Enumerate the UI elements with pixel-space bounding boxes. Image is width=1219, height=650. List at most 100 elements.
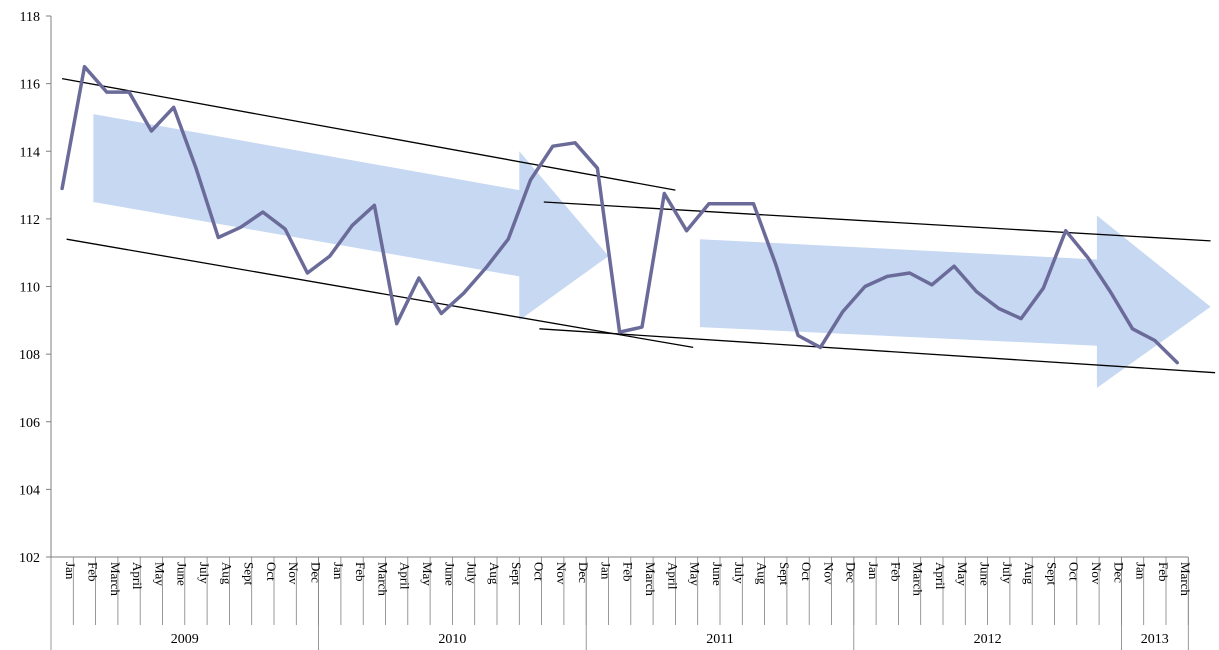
data-point <box>1176 361 1178 363</box>
x-month-label: Oct <box>799 562 814 581</box>
x-month-label: May <box>955 562 970 586</box>
x-month-label: Nov <box>286 562 301 585</box>
x-month-label: Feb <box>86 562 101 582</box>
y-tick-label: 102 <box>19 551 40 566</box>
x-month-label: July <box>1000 562 1015 584</box>
data-point <box>886 275 888 277</box>
data-point <box>641 326 643 328</box>
data-point <box>864 285 866 287</box>
data-point <box>217 236 219 238</box>
data-point <box>195 167 197 169</box>
x-month-label: March <box>643 562 658 596</box>
data-point <box>373 204 375 206</box>
data-point <box>552 145 554 147</box>
x-month-label: Aug <box>219 562 234 585</box>
x-month-label: Oct <box>1067 562 1082 581</box>
x-month-label: May <box>420 562 435 586</box>
y-tick-label: 106 <box>19 416 40 431</box>
y-tick-label: 118 <box>20 10 40 25</box>
data-point <box>1087 257 1089 259</box>
x-month-label: March <box>1178 562 1193 596</box>
x-month-label: April <box>933 562 948 590</box>
data-point <box>485 267 487 269</box>
data-point <box>396 323 398 325</box>
data-point <box>1020 317 1022 319</box>
trend-arrows <box>93 114 1210 388</box>
y-tick-label: 114 <box>20 145 40 160</box>
y-tick-label: 112 <box>20 213 40 228</box>
data-point <box>128 91 130 93</box>
data-point <box>730 203 732 205</box>
data-point <box>797 334 799 336</box>
data-point <box>908 272 910 274</box>
x-year-label: 2013 <box>1141 632 1169 647</box>
x-month-label: April <box>130 562 145 590</box>
data-point <box>975 290 977 292</box>
data-point <box>440 312 442 314</box>
data-point <box>663 192 665 194</box>
data-point <box>998 307 1000 309</box>
x-month-label: Oct <box>532 562 547 581</box>
y-tick-label: 108 <box>19 348 40 363</box>
x-month-label: Nov <box>554 562 569 585</box>
x-month-label: April <box>398 562 413 590</box>
data-point <box>685 230 687 232</box>
data-point <box>1042 287 1044 289</box>
data-point <box>306 272 308 274</box>
data-point <box>462 292 464 294</box>
y-tick-label: 110 <box>20 281 40 296</box>
x-month-label: Jan <box>598 562 613 580</box>
x-month-label: March <box>911 562 926 596</box>
x-month-label: Jan <box>331 562 346 580</box>
data-point <box>1109 290 1111 292</box>
data-point <box>752 203 754 205</box>
x-month-label: May <box>152 562 167 586</box>
data-point <box>418 277 420 279</box>
x-month-label: Jan <box>1134 562 1149 580</box>
data-point <box>1065 230 1067 232</box>
data-point <box>841 311 843 313</box>
y-tick-label: 116 <box>20 78 40 93</box>
data-point <box>708 203 710 205</box>
y-tick-label: 104 <box>19 483 40 498</box>
data-point <box>775 263 777 265</box>
x-month-label: Jan <box>866 562 881 580</box>
data-point <box>1154 339 1156 341</box>
x-month-label: June <box>175 562 190 586</box>
x-month-label: July <box>197 562 212 584</box>
x-month-label: Feb <box>621 562 636 582</box>
x-month-label: July <box>465 562 480 584</box>
data-point <box>284 228 286 230</box>
data-point <box>351 224 353 226</box>
x-month-label: Sept <box>242 562 257 586</box>
trend-arrow-1 <box>93 114 608 320</box>
x-month-label: Dec <box>1111 562 1126 583</box>
x-month-label: Sept <box>509 562 524 586</box>
x-month-label: May <box>688 562 703 586</box>
x-month-label: July <box>732 562 747 584</box>
x-month-label: June <box>710 562 725 586</box>
x-month-label: Jan <box>63 562 78 580</box>
data-point <box>618 331 620 333</box>
data-point <box>83 66 85 68</box>
x-month-label: March <box>375 562 390 596</box>
data-point <box>262 211 264 213</box>
data-point <box>150 130 152 132</box>
data-point <box>329 255 331 257</box>
x-month-label: Dec <box>844 562 859 583</box>
x-month-label: Aug <box>487 562 502 585</box>
data-point <box>507 238 509 240</box>
x-year-label: 2010 <box>438 632 466 647</box>
data-point <box>953 265 955 267</box>
x-month-label: Aug <box>755 562 770 585</box>
trend-arrow-2 <box>700 216 1211 388</box>
x-month-label: Feb <box>888 562 903 582</box>
trend-line-3 <box>544 202 1211 241</box>
x-month-label: Oct <box>264 562 279 581</box>
data-point <box>931 284 933 286</box>
x-year-label: 2009 <box>171 632 199 647</box>
x-year-label: 2012 <box>974 632 1002 647</box>
x-month-label: Nov <box>821 562 836 585</box>
x-month-label: Dec <box>576 562 591 583</box>
